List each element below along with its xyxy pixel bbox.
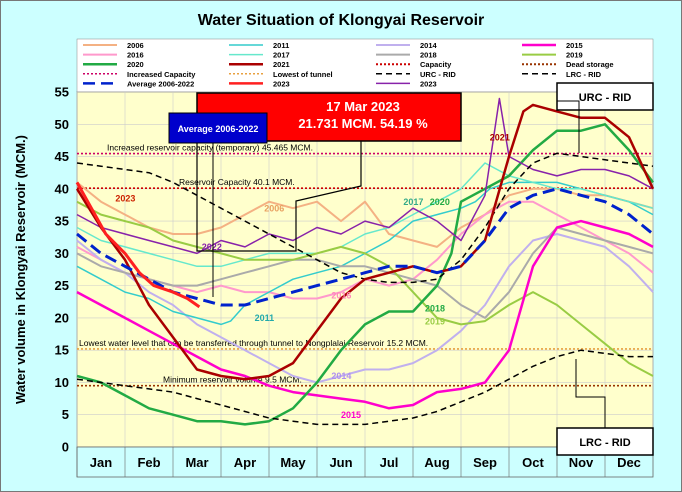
y-tick-label: 40	[55, 181, 69, 196]
y-tick-label: 0	[62, 440, 69, 455]
x-tick-label: Aug	[424, 455, 449, 470]
y-tick-label: 5	[62, 407, 69, 422]
x-tick-label: Nov	[569, 455, 594, 470]
y-tick-label: 10	[55, 375, 69, 390]
legend-label: 2015	[566, 41, 583, 50]
legend-label: 2023	[420, 79, 437, 88]
callout-lrc-leader	[575, 359, 606, 428]
series-label: 2021	[490, 132, 510, 142]
series-line-lrc-rid	[76, 349, 653, 426]
callout-2023-leader	[196, 111, 362, 252]
series-label: 2014	[331, 371, 351, 381]
series-label: 2011	[255, 313, 275, 323]
legend-label: Dead storage	[566, 60, 614, 69]
legend-label: Lowest of tunnel	[273, 70, 333, 79]
reference-label: Lowest water level that can be transferr…	[79, 338, 428, 348]
reference-label: Minimum reservoir volume 9.5 MCM.	[163, 375, 302, 385]
legend-label: 2019	[566, 51, 583, 60]
x-tick-label: Jul	[380, 455, 399, 470]
callout-lrc-box	[556, 427, 654, 456]
y-tick-label: 50	[55, 117, 69, 132]
y-tick-label: 35	[55, 214, 69, 229]
series-line-2019	[76, 200, 654, 377]
y-tick-label: 20	[55, 310, 69, 325]
series-label: 2006	[264, 203, 284, 213]
callout-urc-label: URC - RID	[579, 92, 632, 104]
chart-title: Water Situation of Klongyai Reservoir	[198, 12, 485, 29]
series-line-2022	[76, 97, 654, 255]
x-tick-label: Feb	[137, 455, 160, 470]
x-tick-label: Apr	[234, 455, 256, 470]
callout-urc-box	[556, 82, 654, 111]
callout-lrc-label: LRC - RID	[579, 437, 630, 449]
legend-label: Increased Capacity	[127, 70, 196, 79]
series-label: 2017	[403, 197, 423, 207]
x-tick-label: May	[280, 455, 306, 470]
legend-label: 2006	[127, 41, 144, 50]
series-label: 2018	[425, 303, 445, 313]
callout-average-box	[168, 112, 268, 144]
callout-urc-leader	[557, 100, 580, 153]
series-label: 2019	[425, 316, 445, 326]
callout-2023-value: 21.731 MCM. 54.19 %	[298, 116, 428, 131]
legend-label: 2011	[273, 41, 289, 50]
x-tick-label: Oct	[522, 455, 544, 470]
series-label: 2022	[202, 242, 222, 252]
series-line-2023	[75, 181, 201, 309]
callout-average-label: Average 2006-2022	[178, 124, 259, 134]
series-line-2021	[75, 103, 655, 381]
legend-label: 2014	[420, 41, 438, 50]
legend-label: Capacity	[420, 60, 452, 69]
x-tick-label: Jan	[90, 455, 112, 470]
x-tick-label: Jun	[329, 455, 352, 470]
reference-label: Increased reservoir capacity (temporary)…	[107, 143, 313, 153]
series-line-2020	[76, 123, 655, 426]
legend-label: 2023	[273, 79, 290, 88]
y-tick-label: 30	[55, 246, 69, 261]
y-axis-label: Water volume in Klongyai Reservoir (MCM.…	[13, 135, 28, 404]
y-tick-label: 25	[55, 278, 69, 293]
series-line-2014	[76, 233, 654, 384]
series-label: 2016	[331, 291, 351, 301]
x-tick-label: Dec	[617, 455, 641, 470]
x-tick-label: Sep	[473, 455, 497, 470]
series-line-2017	[76, 162, 654, 268]
legend-label: URC - RID	[420, 70, 456, 79]
y-tick-label: 55	[55, 85, 69, 100]
legend-label: 2016	[127, 51, 144, 60]
callout-2023-date: 17 Mar 2023	[326, 99, 400, 114]
series-line-2015	[76, 219, 654, 410]
y-tick-label: 45	[55, 149, 69, 164]
legend-label: 2020	[127, 60, 144, 69]
y-tick-label: 15	[55, 343, 69, 358]
legend-label: 2021	[273, 60, 290, 69]
series-label: 2023	[115, 194, 135, 204]
series-label: 2015	[341, 410, 361, 420]
legend-label: 2017	[273, 51, 290, 60]
legend-label: 2018	[420, 51, 437, 60]
reference-label: Reservoir Capacity 40.1 MCM.	[179, 177, 295, 187]
x-tick-label: Mar	[185, 455, 208, 470]
legend-label: Average 2006-2022	[127, 79, 194, 88]
legend-label: LRC - RID	[566, 70, 602, 79]
series-label: 2020	[430, 197, 450, 207]
